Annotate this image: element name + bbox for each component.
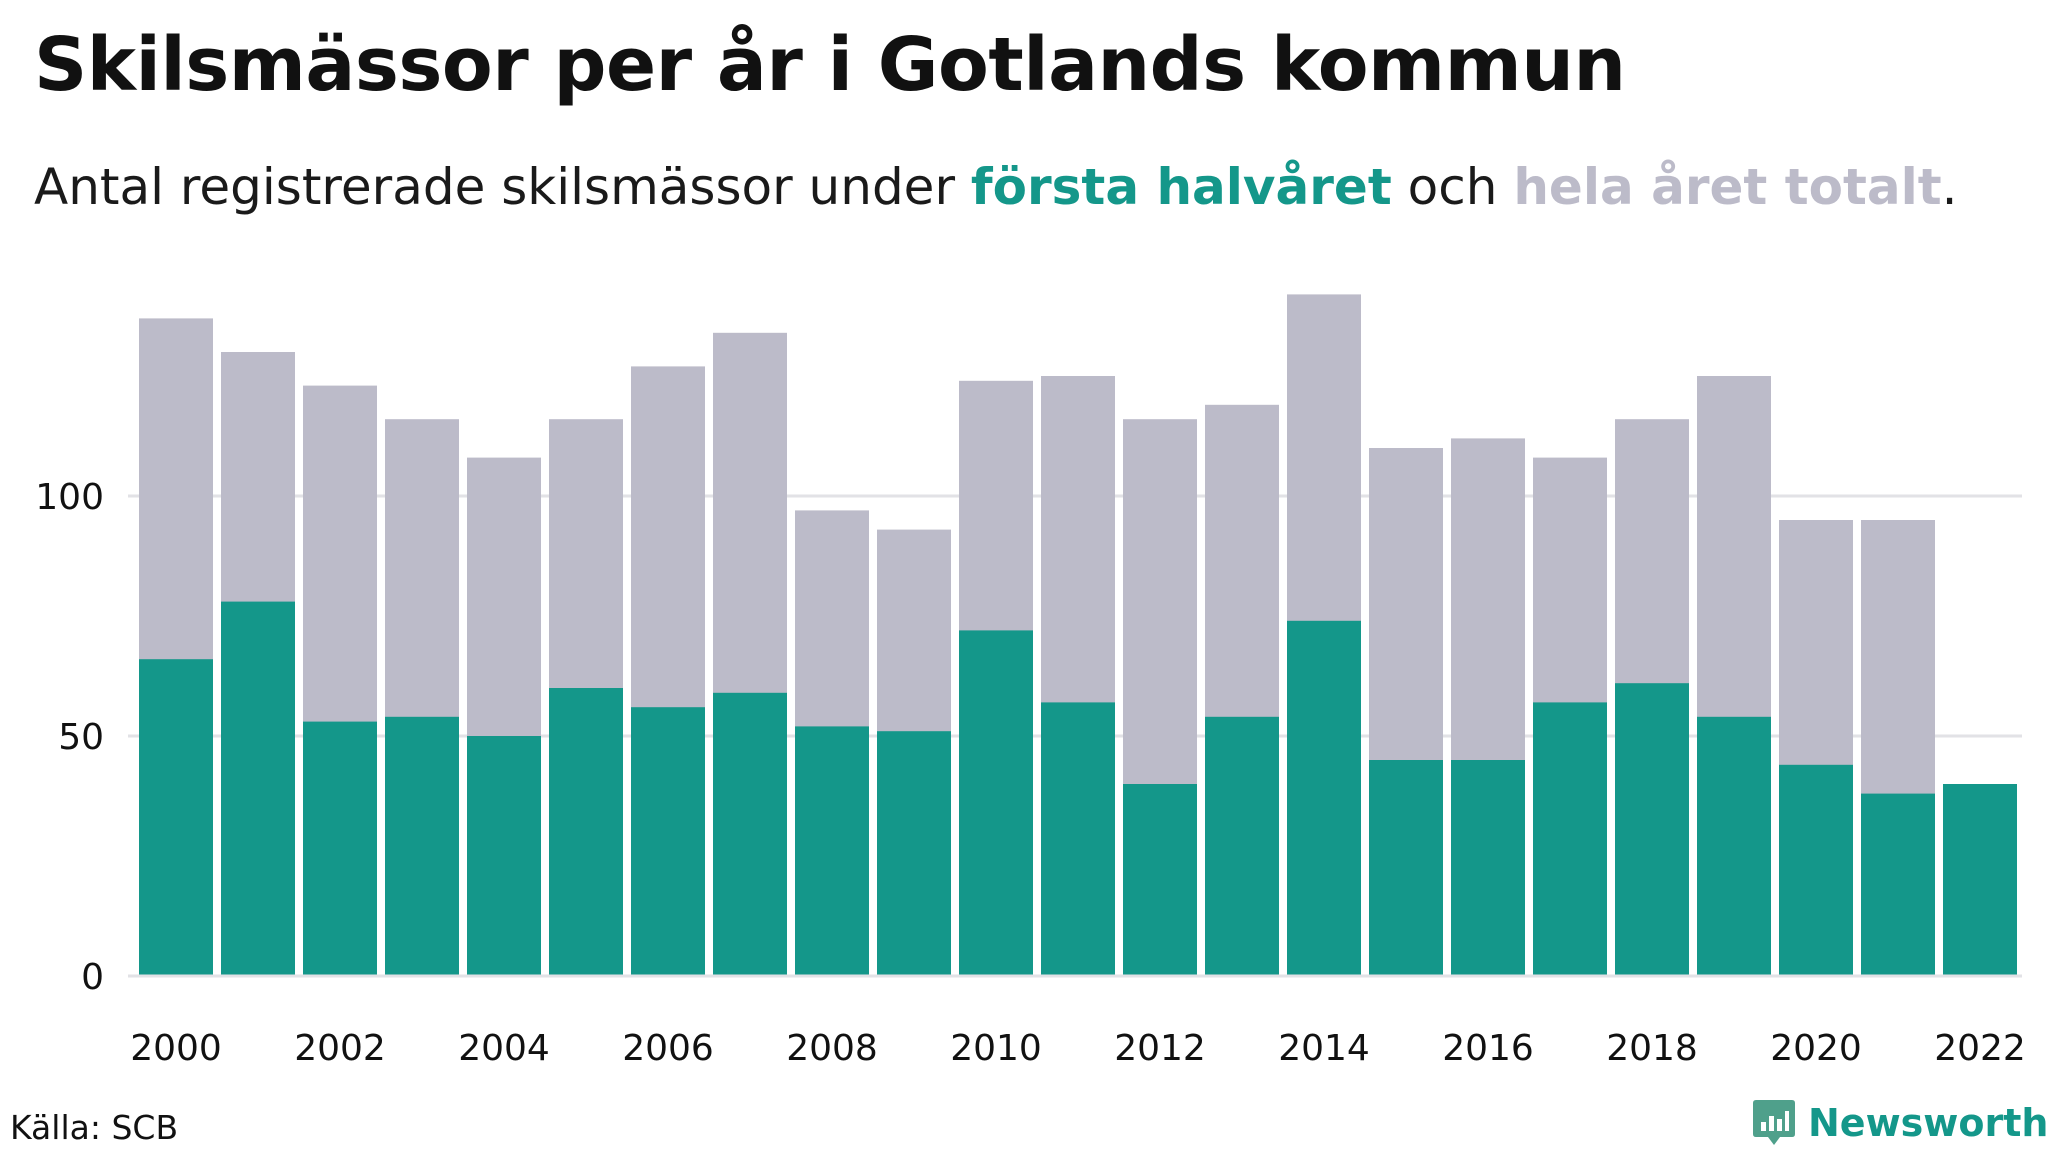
legend-full-year: hela året totalt (1513, 158, 1942, 216)
subtitle-prefix: Antal registrerade skilsmässor under (34, 158, 971, 216)
x-tick-label: 2000 (130, 1028, 222, 1069)
x-tick-label: 2018 (1606, 1028, 1698, 1069)
subtitle-middle: och (1391, 158, 1514, 216)
brand-name: Newsworthy (1808, 1101, 2048, 1145)
x-tick-label: 2012 (1114, 1028, 1206, 1069)
bar-first-half-2020 (1779, 764, 1853, 976)
x-tick-label: 2020 (1770, 1028, 1862, 1069)
y-tick-label: 0 (81, 957, 104, 998)
bar-first-half-2009 (877, 731, 951, 976)
bar-first-half-2019 (1697, 716, 1771, 976)
chart-title: Skilsmässor per år i Gotlands kommun (34, 22, 1626, 108)
bar-first-half-2004 (467, 736, 541, 976)
brand-logo: Newsworthy (1752, 1098, 2048, 1148)
bar-first-half-2017 (1533, 702, 1607, 976)
bar-first-half-2005 (549, 688, 623, 976)
source-note: Källa: SCB (10, 1108, 179, 1147)
bar-first-half-2013 (1205, 716, 1279, 976)
x-tick-label: 2004 (458, 1028, 550, 1069)
bar-first-half-2014 (1287, 620, 1361, 976)
bar-first-half-2001 (221, 601, 295, 976)
bar-first-half-2016 (1451, 760, 1525, 976)
x-tick-label: 2022 (1934, 1028, 2026, 1069)
y-tick-label: 100 (35, 477, 104, 518)
bar-first-half-2011 (1041, 702, 1115, 976)
x-tick-label: 2010 (950, 1028, 1042, 1069)
bar-first-half-2010 (959, 630, 1033, 976)
bar-first-half-2003 (385, 716, 459, 976)
x-tick-label: 2014 (1278, 1028, 1370, 1069)
bar-first-half-2012 (1123, 784, 1197, 976)
y-axis-ticks: 0 50 100 (35, 477, 104, 998)
bar-first-half-2007 (713, 692, 787, 976)
bar-first-half-2002 (303, 721, 377, 976)
newsworthy-logo-icon (1753, 1100, 1795, 1145)
y-tick-label: 50 (58, 717, 104, 758)
bar-first-half-2015 (1369, 760, 1443, 976)
x-tick-label: 2002 (294, 1028, 386, 1069)
bar-first-half-2000 (139, 659, 213, 976)
bar-first-half-2022 (1943, 784, 2017, 976)
chart-subtitle: Antal registrerade skilsmässor under för… (34, 158, 1958, 216)
x-tick-label: 2016 (1442, 1028, 1534, 1069)
bar-first-half-2021 (1861, 793, 1935, 976)
x-tick-label: 2008 (786, 1028, 878, 1069)
x-axis-ticks: 2000 2002 2004 2006 2008 2010 2012 2014 2016 2018… (128, 974, 2026, 1069)
bar-first-half-2018 (1615, 683, 1689, 976)
subtitle-suffix: . (1941, 158, 1958, 216)
bar-first-half-2008 (795, 726, 869, 976)
legend-first-half: första halvåret (970, 158, 1392, 216)
bars (139, 294, 2017, 977)
bar-first-half-2006 (631, 707, 705, 976)
x-tick-label: 2006 (622, 1028, 714, 1069)
